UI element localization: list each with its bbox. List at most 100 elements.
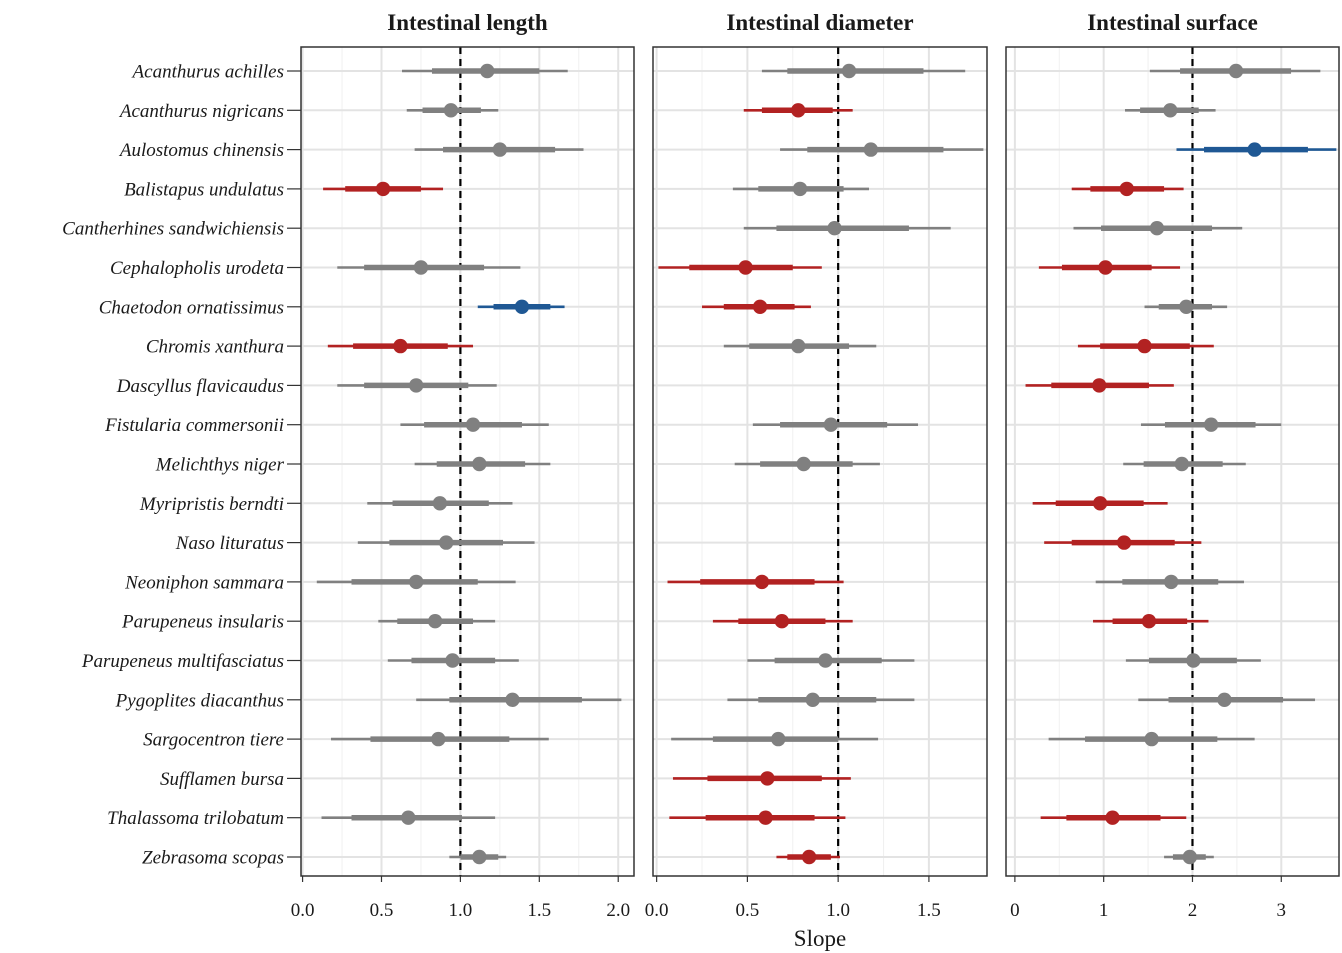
point-estimate — [514, 299, 530, 314]
point-estimate — [393, 338, 408, 354]
point-estimate — [1149, 221, 1165, 236]
species-label: Thalassoma trilobatum — [107, 808, 284, 829]
x-tick-label: 0 — [1010, 900, 1020, 921]
point-estimate — [1247, 142, 1262, 157]
point-estimate — [791, 103, 806, 118]
point-estimate — [438, 535, 454, 550]
species-label: Chaetodon ornatissimus — [99, 297, 284, 318]
panel-border — [652, 46, 988, 877]
x-tick-label: 0.5 — [370, 900, 394, 921]
point-estimate — [1228, 63, 1244, 79]
point-estimate — [375, 181, 391, 197]
point-estimate — [774, 614, 790, 629]
panel-title: Intestinal diameter — [726, 10, 913, 35]
species-label: Acanthurus achilles — [131, 62, 284, 83]
x-tick-label: 1.5 — [917, 900, 941, 921]
point-estimate — [1141, 614, 1157, 629]
species-label: Melichthys niger — [155, 455, 285, 476]
point-estimate — [801, 849, 817, 865]
point-estimate — [1137, 338, 1152, 354]
x-tick-label: 1 — [1099, 900, 1109, 921]
point-estimate — [472, 849, 487, 865]
point-estimate — [505, 692, 520, 707]
species-label: Balistapus undulatus — [124, 179, 284, 200]
panel-title: Intestinal length — [387, 10, 548, 35]
x-tick-label: 1.0 — [826, 900, 850, 921]
point-estimate — [480, 63, 495, 79]
point-estimate — [1174, 456, 1190, 472]
point-estimate — [1186, 653, 1201, 668]
species-label: Myripristis berndti — [139, 494, 284, 515]
point-estimate — [1144, 731, 1159, 747]
species-label: Zebrasoma scopas — [142, 848, 284, 869]
point-estimate — [754, 574, 770, 590]
species-label: Fistularia commersonii — [104, 415, 284, 436]
point-estimate — [472, 456, 487, 472]
panels: Intestinal length 0.0 0.5 1.0 1.5 2.0 Intestin… — [291, 10, 1340, 921]
species-label: Cephalopholis urodeta — [110, 258, 284, 279]
point-estimate — [752, 299, 768, 314]
point-estimate — [818, 653, 833, 668]
point-estimate — [1098, 260, 1113, 275]
point-estimate — [431, 731, 446, 747]
species-label: Chromis xanthura — [146, 337, 284, 358]
point-estimate — [771, 731, 786, 747]
species-label: Sargocentron tiere — [143, 730, 284, 751]
point-estimate — [827, 221, 842, 236]
point-estimate — [492, 142, 508, 157]
x-tick-label: 1.0 — [449, 900, 473, 921]
species-label: Parupeneus insularis — [121, 612, 284, 633]
point-estimate — [758, 810, 773, 825]
panel-title: Intestinal surface — [1087, 10, 1258, 35]
point-estimate — [805, 692, 820, 707]
species-label: Aulostomus chinensis — [118, 140, 284, 161]
point-estimate — [792, 181, 808, 197]
point-estimate — [465, 417, 481, 432]
species-label: Acanthurus nigricans — [118, 101, 284, 122]
point-estimate — [796, 456, 811, 472]
point-estimate — [1179, 299, 1194, 314]
panel-1: Intestinal length 0.0 0.5 1.0 1.5 2.0 — [291, 10, 635, 921]
point-estimate — [738, 260, 753, 275]
point-estimate — [1217, 692, 1232, 707]
point-estimate — [760, 771, 775, 786]
point-estimate — [445, 653, 460, 668]
panel-2: Intestinal diameter 0.0 0.5 1.0 1.5 — [645, 10, 988, 921]
point-estimate — [409, 378, 424, 393]
point-estimate — [863, 142, 879, 157]
point-estimate — [791, 338, 806, 354]
x-tick-label: 2 — [1188, 900, 1198, 921]
point-estimate — [1203, 417, 1219, 432]
x-axis-title: Slope — [794, 926, 846, 951]
species-label: Parupeneus multifasciatus — [81, 651, 284, 672]
point-estimate — [443, 103, 459, 118]
species-label: Pygoplites diacanthus — [115, 690, 284, 711]
point-estimate — [401, 810, 416, 825]
point-estimate — [427, 614, 443, 629]
panel-border — [300, 46, 635, 877]
point-estimate — [1163, 103, 1178, 118]
point-estimate — [432, 496, 448, 511]
species-label: Neoniphon sammara — [124, 572, 284, 593]
point-estimate — [1116, 535, 1132, 550]
point-estimate — [1092, 496, 1108, 511]
point-estimate — [1105, 810, 1120, 825]
species-label: Cantherhines sandwichiensis — [62, 219, 284, 240]
species-labels: Acanthurus achilles Acanthurus nigricans A… — [62, 62, 301, 869]
point-estimate — [1092, 378, 1107, 393]
x-tick-label: 2.0 — [606, 900, 630, 921]
x-tick-label: 3 — [1277, 900, 1287, 921]
point-estimate — [1182, 849, 1198, 865]
species-label: Naso lituratus — [175, 533, 284, 554]
x-tick-label: 0.0 — [645, 900, 669, 921]
point-estimate — [409, 574, 424, 590]
point-estimate — [841, 63, 857, 79]
panel-border — [1005, 46, 1340, 877]
panel-3: Intestinal surface 0 1 2 3 — [1005, 10, 1340, 921]
species-label: Dascyllus flavicaudus — [116, 376, 284, 397]
point-estimate — [1119, 181, 1134, 197]
x-tick-label: 1.5 — [527, 900, 551, 921]
point-estimate — [1163, 574, 1179, 590]
point-estimate — [413, 260, 429, 275]
